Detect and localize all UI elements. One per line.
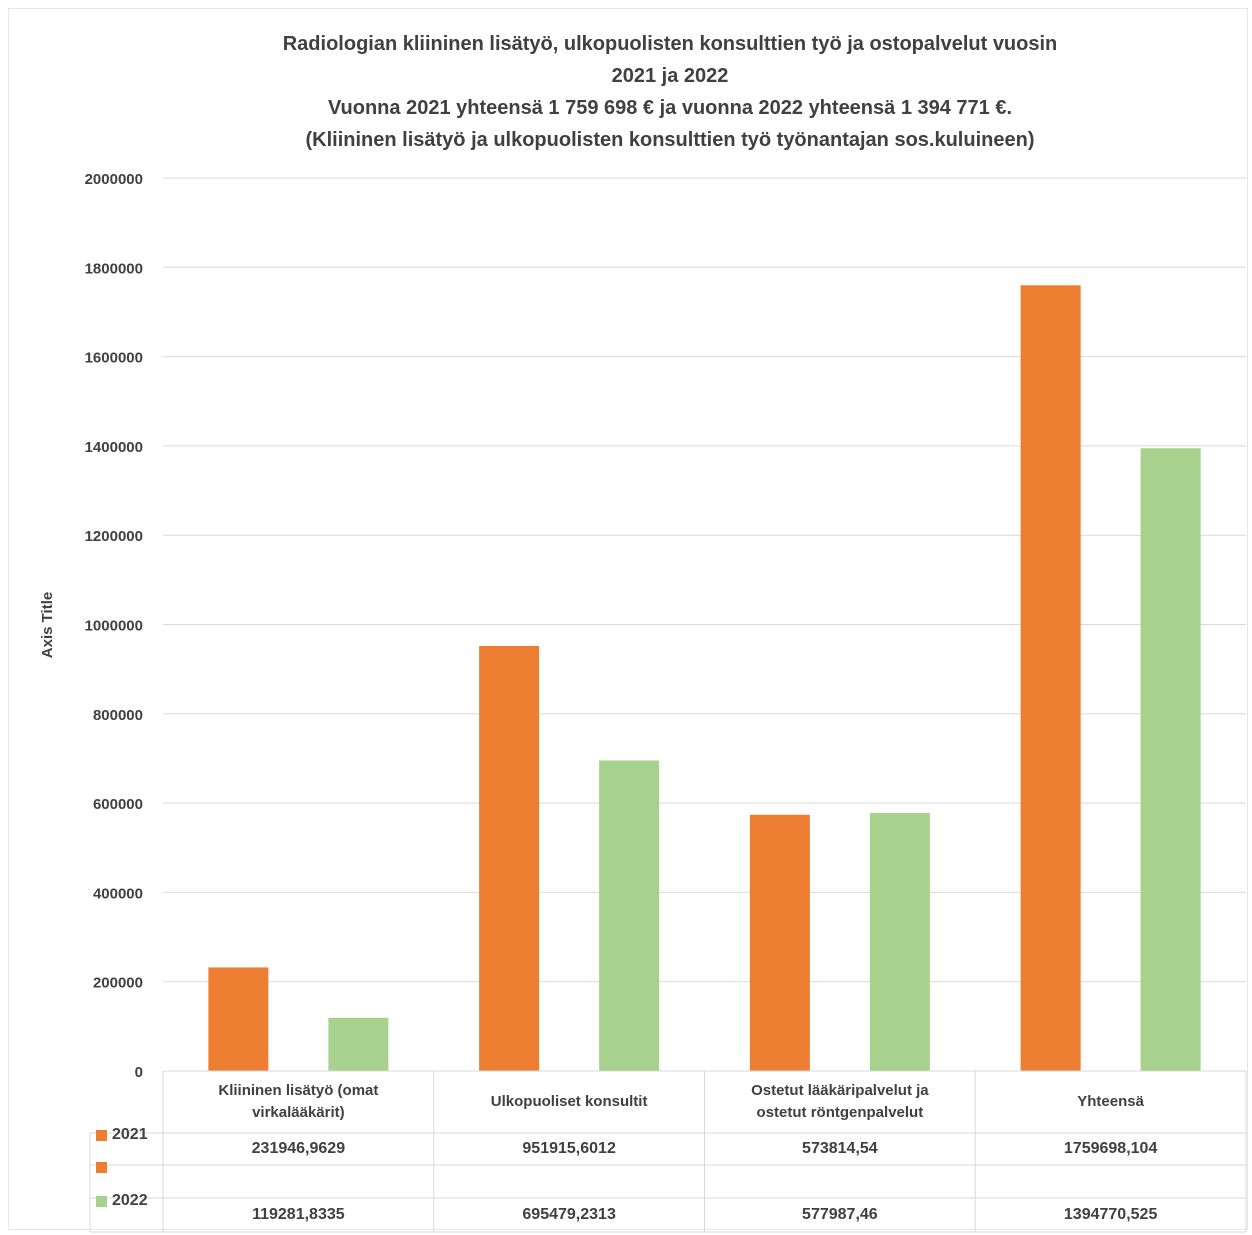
bar-2022-2 — [869, 812, 930, 1071]
y-tick-label: 1400000 — [85, 439, 143, 456]
y-tick-label: 0 — [135, 1064, 143, 1081]
y-axis-title: Axis Title — [39, 592, 56, 658]
y-tick-label: 400000 — [93, 885, 143, 902]
category-label: Ulkopuoliset konsultit — [434, 1073, 705, 1131]
table-cell — [975, 1165, 1246, 1198]
category-label: Kliininen lisätyö (omat virkalääkärit) — [163, 1073, 434, 1131]
legend-swatch — [96, 1195, 107, 1207]
y-tick-label: 600000 — [93, 796, 143, 813]
legend-swatch — [96, 1162, 107, 1173]
table-cell: 119281,8335 — [252, 1206, 345, 1223]
table-cell: 1759698,104 — [1063, 1140, 1158, 1157]
category-label-line: Ulkopuoliset konsultit — [490, 1093, 648, 1110]
category-label-line: Ostetut lääkäripalvelut ja — [751, 1082, 929, 1099]
y-tick-label: 1800000 — [85, 260, 143, 277]
table-cell: 1394770,525 — [1063, 1206, 1158, 1223]
bar-2021-1 — [479, 645, 540, 1071]
category-label: Ostetut lääkäripalvelut ja ostetut röntge… — [705, 1073, 976, 1131]
title-line-4: (Kliininen lisätyö ja ulkopuolisten kons… — [305, 129, 1035, 151]
title-line-2: 2021 ja 2022 — [611, 65, 729, 87]
category-label: Yhteensä — [975, 1073, 1246, 1131]
table-cell — [163, 1165, 434, 1198]
category-label-line: Kliininen lisätyö (omat — [218, 1082, 379, 1099]
y-tick-label: 2000000 — [85, 171, 143, 188]
bar-2021-2 — [749, 814, 810, 1071]
title-line-1: Radiologian kliininen lisätyö, ulkopuoli… — [282, 33, 1058, 55]
bar-2022-1 — [599, 760, 660, 1071]
bar-2022-0 — [328, 1017, 389, 1071]
y-tick-label: 200000 — [93, 975, 143, 992]
bar-2021-3 — [1020, 285, 1081, 1071]
y-tick-label: 1600000 — [85, 350, 143, 367]
table-cell: 231946,9629 — [251, 1140, 346, 1157]
table-cell: 573814,54 — [802, 1140, 878, 1157]
category-label-line: Yhteensä — [1077, 1093, 1144, 1110]
chart-frame — [8, 8, 1248, 1230]
legend-swatch — [96, 1129, 107, 1141]
bar-2022-3 — [1140, 448, 1201, 1071]
y-tick-label: 1200000 — [85, 528, 143, 545]
legend-entry — [96, 1151, 112, 1184]
legend-entry: 2022 — [96, 1184, 148, 1218]
y-tick-label: 1000000 — [85, 618, 143, 635]
table-cell — [705, 1165, 976, 1198]
table-cell: 577987,46 — [802, 1206, 878, 1223]
table-cell — [434, 1165, 705, 1198]
legend-label: 2021 — [112, 1126, 148, 1143]
chart-title: Radiologian kliininen lisätyö, ulkopuoli… — [150, 28, 1190, 156]
y-tick-label: 800000 — [93, 707, 143, 724]
legend-entry: 2021 — [96, 1119, 148, 1151]
legend-label: 2022 — [112, 1192, 148, 1209]
table-cell: 951915,6012 — [522, 1140, 616, 1157]
bar-2021-0 — [208, 967, 269, 1071]
category-label-line: ostetut röntgenpalvelut — [756, 1104, 924, 1121]
category-label-line: virkalääkärit) — [252, 1104, 345, 1121]
table-cell: 695479,2313 — [522, 1206, 616, 1223]
title-line-3: Vuonna 2021 yhteensä 1 759 698 € ja vuon… — [327, 97, 1013, 119]
